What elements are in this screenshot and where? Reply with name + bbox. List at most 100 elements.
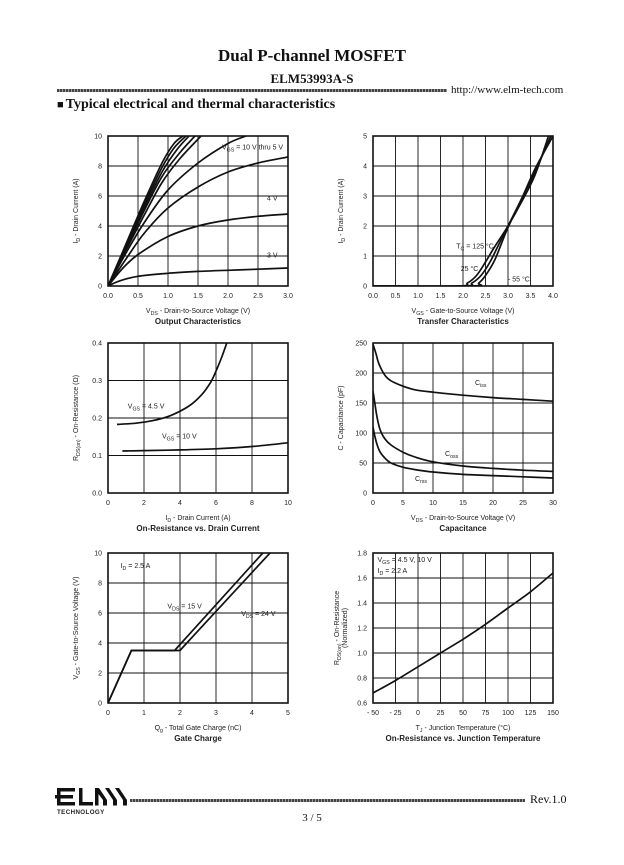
x-axis-label: VDS - Drain-to-Source Voltage (V): [411, 515, 515, 524]
x-tick-label: 25: [519, 500, 527, 507]
x-tick-label: 0: [416, 710, 420, 717]
series-line-vds-15v: [108, 553, 264, 703]
x-tick-label: 1.5: [193, 293, 203, 300]
grid: [107, 342, 289, 494]
series-line-tc-55-c: [373, 136, 553, 286]
y-axis-label-line2: (Normalized): [342, 608, 349, 648]
y-tick-label: 1.0: [357, 651, 367, 658]
x-tick-label: 50: [459, 710, 467, 717]
annotation-label: Coss: [445, 451, 459, 460]
series-line-tc-25-c: [373, 136, 552, 286]
chart-capacitance: 0 5 10 15 20 25 30 0 50 100 150 200 250 Ciss Coss Crss V…: [325, 335, 565, 540]
annotation-label: 4 V: [267, 196, 278, 203]
series-line-vds-24v: [108, 553, 271, 703]
transfer-svg: 0.0 0.5 1.0 1.5 2.0 2.5 3.0 3.5 4.0 0 1 2 3 4 5 TC = 12…: [338, 134, 558, 327]
y-tick-label: 0: [363, 284, 367, 291]
x-tick-label: 100: [502, 710, 514, 717]
grid: [107, 552, 289, 704]
website-url[interactable]: http://www.elm-tech.com: [451, 84, 564, 96]
x-tick-label: 1: [142, 710, 146, 717]
x-tick-label: 0: [371, 500, 375, 507]
on_res_temp-svg: - 50 - 25 0 25 50 75 100 125 150 0.6 0.8 1.0 1.2 1.4 1…: [334, 551, 559, 744]
y-tick-label: 200: [355, 371, 367, 378]
y-axis-label: C - Capacitance (pF): [338, 386, 345, 451]
x-tick-label: 20: [489, 500, 497, 507]
y-tick-label: 0.1: [92, 453, 102, 460]
y-tick-label: 10: [94, 134, 102, 141]
y-tick-label: 8: [98, 164, 102, 171]
y-tick-label: 150: [355, 401, 367, 408]
chart-gate-charge: 0 1 2 3 4 5 0 2 4 6 8 10 ID = 2.5 A VDS = 15 V VDS = 2…: [60, 545, 300, 750]
x-tick-label: 2.5: [253, 293, 263, 300]
x-tick-label: 0: [106, 710, 110, 717]
y-tick-label: 8: [98, 581, 102, 588]
y-tick-label: 0.3: [92, 378, 102, 385]
series-line-coss: [373, 390, 553, 473]
y-tick-label: 250: [355, 341, 367, 348]
y-tick-label: 4: [363, 164, 367, 171]
x-tick-label: 1.0: [413, 293, 423, 300]
capacitance-svg: 0 5 10 15 20 25 30 0 50 100 150 200 250 Ciss Coss Crss V…: [338, 341, 557, 534]
x-tick-label: 2.5: [481, 293, 491, 300]
y-tick-label: 0: [98, 701, 102, 708]
y-tick-label: 0.8: [357, 676, 367, 683]
annotation-label: VGS = 4.5 V: [128, 404, 165, 413]
annotation-label: VGS = 10 V: [162, 434, 197, 443]
annotation-label: VDS = 24 V: [241, 611, 276, 620]
y-tick-label: 0.4: [92, 341, 102, 348]
chart-output-characteristics: 0.0 0.5 1.0 1.5 2.0 2.5 3.0 0 2 4 6 8 10 VGS = 10 V t…: [60, 128, 300, 333]
annotation-label: VDS = 15 V: [167, 604, 202, 613]
x-tick-label: 0.5: [391, 293, 401, 300]
chart-title: Output Characteristics: [155, 317, 242, 326]
y-tick-label: 3: [363, 194, 367, 201]
series-line-vgs-5v: [108, 136, 247, 286]
x-tick-label: 5: [401, 500, 405, 507]
y-tick-label: 10: [94, 551, 102, 558]
x-tick-label: 3: [214, 710, 218, 717]
annotation-label: 3 V: [267, 253, 278, 260]
y-tick-label: 100: [355, 431, 367, 438]
x-tick-label: 0.0: [368, 293, 378, 300]
logo-subtext: TECHNOLOGY: [57, 809, 105, 816]
y-axis-label: RDS(on) - On-Resistance (Ω): [73, 375, 82, 461]
series-line-vgs-10v: [122, 441, 288, 452]
y-tick-label: 2: [98, 254, 102, 261]
x-tick-label: 4: [178, 500, 182, 507]
part-number: ELM53993A-S: [270, 71, 354, 86]
x-axis-label: Qg - Total Gate Charge (nC): [155, 725, 242, 734]
grid: [372, 135, 554, 287]
y-axis-label: ID - Drain Current (A): [338, 178, 347, 243]
x-tick-label: 3.5: [526, 293, 536, 300]
x-tick-label: 1.0: [163, 293, 173, 300]
series-line-vgs-4-5v: [108, 156, 288, 286]
document-title: Dual P-channel MOSFET: [218, 46, 406, 65]
y-tick-label: 0: [363, 491, 367, 498]
x-tick-label: 3.0: [503, 293, 513, 300]
x-tick-label: 4: [250, 710, 254, 717]
chart-title: Transfer Characteristics: [417, 317, 509, 326]
y-tick-label: 0.2: [92, 416, 102, 423]
x-tick-label: 150: [547, 710, 559, 717]
x-tick-label: - 25: [389, 710, 401, 717]
plot-frame: [372, 342, 554, 494]
grid: [372, 552, 554, 704]
footer-divider: [130, 799, 525, 802]
annotation-label: VGS = 4.5 V, 10 V: [378, 557, 433, 566]
plot-frame: [107, 552, 289, 704]
output-svg: 0.0 0.5 1.0 1.5 2.0 2.5 3.0 0 2 4 6 8 10 VGS = 10 V t…: [73, 134, 293, 327]
y-tick-label: 5: [363, 134, 367, 141]
x-tick-label: 4.0: [548, 293, 558, 300]
y-tick-label: 1.4: [357, 601, 367, 608]
x-axis-label: VDS - Drain-to-Source Voltage (V): [146, 308, 250, 317]
annotation-label: - 55 °C: [508, 276, 530, 284]
y-axis-label: VGS - Gate-to-Source Voltage (V): [73, 577, 82, 680]
plot-frame: [372, 552, 554, 704]
page-number: 3 / 5: [302, 812, 322, 824]
annotation-label: 25 °C: [461, 265, 479, 273]
series-line-rds-on-normalized: [373, 572, 553, 694]
annotation-label: ID = 2.2 A: [378, 568, 408, 577]
x-axis-label: ID - Drain Current (A): [165, 515, 230, 524]
x-axis-label: TJ - Junction Temperature (°C): [416, 724, 511, 734]
x-tick-label: 0.5: [133, 293, 143, 300]
y-tick-label: 4: [98, 641, 102, 648]
